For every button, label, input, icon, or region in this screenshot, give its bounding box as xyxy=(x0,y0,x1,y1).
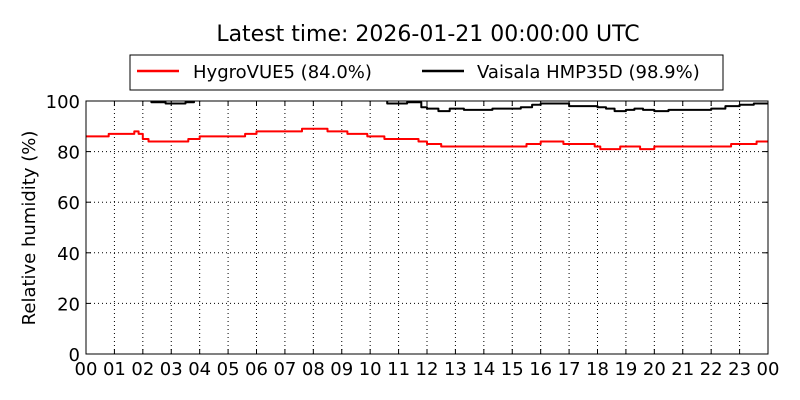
x-tick-label: 07 xyxy=(273,359,296,380)
x-tick-label: 22 xyxy=(700,359,723,380)
x-tick-labels: 00 01 02 03 04 05 06 07 08 09 10 11 12 13 14 15 16 17 18 19… xyxy=(75,359,780,380)
x-tick-label: 02 xyxy=(131,359,154,380)
y-tick-label: 100 xyxy=(46,92,80,113)
y-tick-label: 80 xyxy=(57,143,80,164)
legend-label-vaisala: Vaisala HMP35D (98.9%) xyxy=(477,62,700,83)
x-tick-label: 06 xyxy=(245,359,268,380)
x-tick-label: 23 xyxy=(728,359,751,380)
x-tick-label: 14 xyxy=(472,359,495,380)
series-line-1 xyxy=(150,101,768,113)
x-tick-label: 18 xyxy=(586,359,609,380)
y-tick-labels: 0 20 40 60 80 100 xyxy=(46,92,80,366)
x-tick-label: 00 xyxy=(75,359,98,380)
x-tick-label: 15 xyxy=(501,359,524,380)
x-tick-label: 12 xyxy=(416,359,439,380)
x-tick-label: 13 xyxy=(444,359,467,380)
legend-box xyxy=(129,54,724,91)
x-tick-label: 21 xyxy=(671,359,694,380)
x-tick-label: 05 xyxy=(217,359,240,380)
x-tick-label: 09 xyxy=(330,359,353,380)
x-tick-label: 00 xyxy=(757,359,780,380)
data-series xyxy=(86,101,768,151)
y-tick-label: 0 xyxy=(69,345,80,366)
y-tick-label: 40 xyxy=(57,244,80,265)
axis-ticks xyxy=(85,100,769,355)
x-tick-label: 01 xyxy=(103,359,126,380)
x-tick-label: 11 xyxy=(387,359,410,380)
y-tick-label: 60 xyxy=(57,193,80,214)
x-tick-label: 19 xyxy=(614,359,637,380)
legend-label-hygrovue5: HygroVUE5 (84.0%) xyxy=(193,62,372,83)
legend: HygroVUE5 (84.0%) Vaisala HMP35D (98.9%) xyxy=(129,54,724,91)
x-tick-label: 03 xyxy=(160,359,183,380)
x-tick-label: 04 xyxy=(188,359,211,380)
x-tick-label: 10 xyxy=(359,359,382,380)
y-axis-label: Relative humidity (%) xyxy=(19,131,40,326)
x-tick-label: 17 xyxy=(558,359,581,380)
x-tick-label: 16 xyxy=(529,359,552,380)
y-tick-label: 20 xyxy=(57,294,80,315)
grid-lines xyxy=(86,101,768,354)
series-line-0 xyxy=(86,127,768,151)
x-tick-label: 08 xyxy=(302,359,325,380)
chart-title: Latest time: 2026-01-21 00:00:00 UTC xyxy=(216,22,639,47)
x-tick-label: 20 xyxy=(643,359,666,380)
